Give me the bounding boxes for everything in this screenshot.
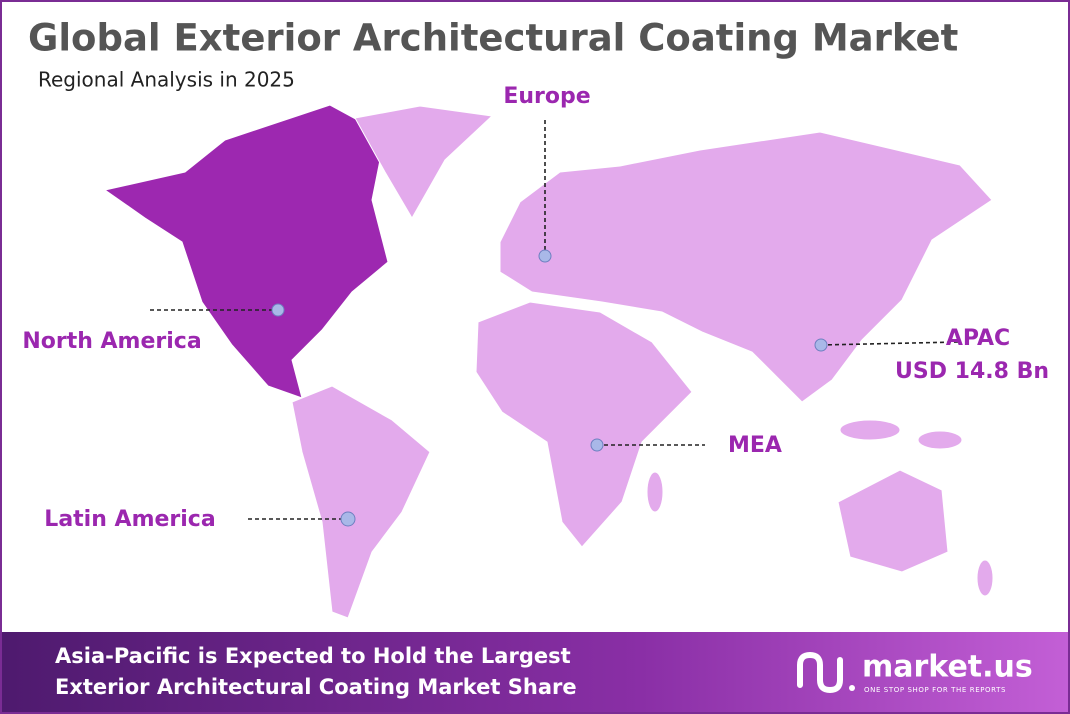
footer-band	[2, 632, 1068, 712]
region-value: USD 14.8 Bn	[895, 359, 1049, 384]
region-label: APAC	[946, 326, 1010, 351]
greenland-shape	[354, 105, 494, 219]
region-label: MEA	[728, 433, 782, 458]
logo-text: market.us	[862, 650, 1033, 685]
subtitle: Regional Analysis in 2025	[38, 68, 295, 92]
footer-line: Exterior Architectural Coating Market Sh…	[55, 675, 577, 699]
location-dot	[814, 338, 828, 352]
australia-shape	[837, 469, 949, 573]
location-dot	[538, 249, 552, 263]
logo-icon	[797, 651, 855, 694]
new-guinea-shape	[917, 430, 963, 450]
region-label: Latin America	[44, 507, 215, 532]
world-map	[103, 104, 994, 619]
madagascar-shape	[646, 471, 664, 513]
region-label: North America	[22, 329, 201, 354]
location-dot	[340, 511, 356, 527]
region-label: Europe	[503, 84, 590, 109]
south-america-shape	[291, 385, 431, 619]
new-zealand-shape	[976, 559, 994, 597]
footer-line: Asia-Pacific is Expected to Hold the Lar…	[55, 644, 571, 668]
location-dot	[271, 303, 285, 317]
leader-line	[820, 341, 959, 346]
eurasia-shape	[499, 131, 993, 403]
logo-tagline: ONE STOP SHOP FOR THE REPORTS	[864, 686, 1006, 694]
title: Global Exterior Architectural Coating Ma…	[28, 17, 958, 60]
north-america-shape	[103, 104, 389, 399]
indonesia-shape	[839, 419, 901, 441]
location-dot	[590, 438, 604, 452]
africa-shape	[475, 301, 693, 548]
